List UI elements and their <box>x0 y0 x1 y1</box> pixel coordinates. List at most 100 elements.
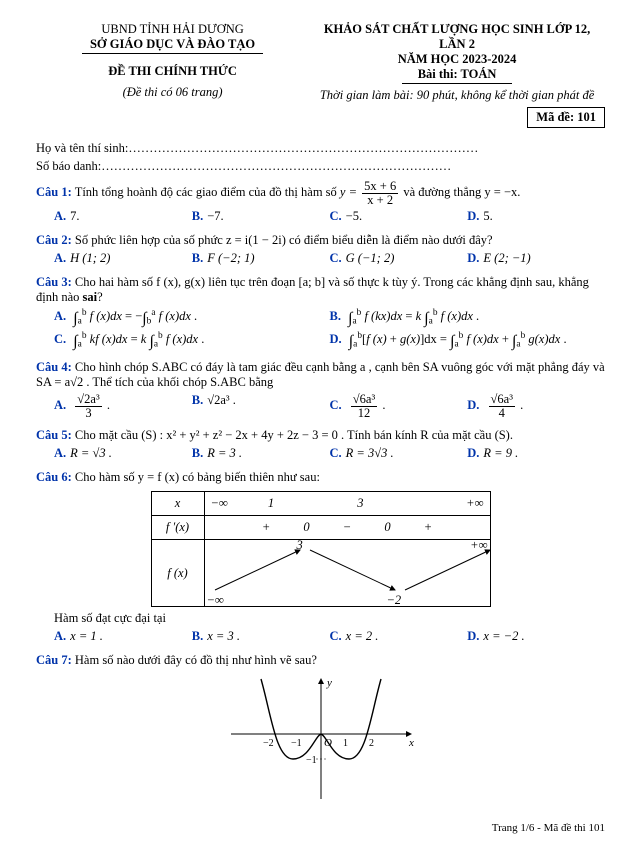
q1-opts: A.7. B.−7. C.−5. D.5. <box>36 209 605 227</box>
q6-B: x = 3 . <box>207 629 240 643</box>
axis-x-label: x <box>408 737 414 749</box>
header-left: UBND TỈNH HẢI DƯƠNG SỞ GIÁO DỤC VÀ ĐÀO T… <box>36 22 309 103</box>
q1-C: −5. <box>346 209 362 223</box>
vt-x-lbl: x <box>151 492 204 516</box>
vt-fp-4: + <box>424 520 432 534</box>
q2: Câu 2: Số phức liên hợp của số phức z = … <box>36 233 605 248</box>
q5-opts: A.R = √3 . B.R = 3 . C.R = 3√3 . D.R = 9… <box>36 446 605 464</box>
q6-text: Cho hàm số y = f (x) có bảng biến thiên … <box>75 470 320 484</box>
q4-B: √2a³ . <box>207 393 236 407</box>
q4: Câu 4: Cho hình chóp S.ABC có đáy là tam… <box>36 360 605 390</box>
de-thi-chinh-thuc: ĐỀ THI CHÍNH THỨC <box>36 64 309 79</box>
vt-x-1: 1 <box>268 496 274 510</box>
q1-frac-num: 5x + 6 <box>362 180 398 194</box>
so-trang: (Đề thi có 06 trang) <box>36 85 309 100</box>
axis-y-label: y <box>326 677 332 689</box>
q1-frac-den: x + 2 <box>362 194 398 207</box>
q3-sai: sai <box>83 290 98 304</box>
variation-table: x −∞ 1 3 +∞ f ′(x) + 0 − 0 + f (x) <box>151 491 491 607</box>
q1-yeq: y = <box>340 185 360 199</box>
q6-D: x = −2 . <box>483 629 524 643</box>
q1-B: −7. <box>207 209 223 223</box>
vt-x-2: 3 <box>357 496 363 510</box>
vt-x-0: −∞ <box>211 496 228 511</box>
svg-text:−1: −1 <box>306 755 317 766</box>
q3-text: Cho hai hàm số f (x), g(x) liên tục trên… <box>36 275 589 304</box>
q2-A: H (1; 2) <box>70 251 110 265</box>
q3-label: Câu 3: <box>36 275 72 289</box>
q3-opts: A. ∫ab f (x)dx = −∫ba f (x)dx . B. ∫ab f… <box>36 308 605 354</box>
vt-f-top-right: +∞ <box>470 538 487 553</box>
vt-fp-0: + <box>262 520 270 534</box>
ma-de-box: Mã đề: 101 <box>527 107 605 128</box>
q6-A: x = 1 . <box>70 629 103 643</box>
q3: Câu 3: Cho hai hàm số f (x), g(x) liên t… <box>36 275 605 305</box>
q4-C-num: √6a³ <box>351 393 377 407</box>
q4-D-den: 4 <box>489 407 515 420</box>
ubnd: UBND TỈNH HẢI DƯƠNG <box>36 22 309 37</box>
q5-B: R = 3 . <box>207 446 242 460</box>
so-gd: SỞ GIÁO DỤC VÀ ĐÀO TẠO <box>82 37 263 54</box>
header: UBND TỈNH HẢI DƯƠNG SỞ GIÁO DỤC VÀ ĐÀO T… <box>36 22 605 103</box>
q5-C: R = 3√3 . <box>346 446 394 460</box>
vt-fp-3: 0 <box>384 520 390 534</box>
vt-f-bot-left: −∞ <box>207 593 224 608</box>
vt-fp-lbl: f ′(x) <box>151 516 204 540</box>
q6-C: x = 2 . <box>346 629 379 643</box>
q2-C: G (−1; 2) <box>346 251 395 265</box>
q7-graph: x y O −2 −1 1 2 −1 <box>36 674 605 808</box>
vt-f-bot-right: −2 <box>387 593 402 608</box>
q1: Câu 1: Tính tổng hoành độ các giao điểm … <box>36 180 605 206</box>
q2-label: Câu 2: <box>36 233 72 247</box>
vt-f-lbl: f (x) <box>151 540 204 607</box>
svg-text:1: 1 <box>343 738 348 749</box>
q6-opts: A.x = 1 . B.x = 3 . C.x = 2 . D.x = −2 . <box>36 629 605 647</box>
q1-label: Câu 1: <box>36 185 72 199</box>
q6-label: Câu 6: <box>36 470 72 484</box>
q4-label: Câu 4: <box>36 360 72 374</box>
khao-sat-title: KHẢO SÁT CHẤT LƯỢNG HỌC SINH LỚP 12, LẦN… <box>309 22 605 52</box>
vt-fp-2: − <box>343 520 351 534</box>
page-footer: Trang 1/6 - Mã đề thi 101 <box>36 822 605 834</box>
q5-label: Câu 5: <box>36 428 72 442</box>
q2-text: Số phức liên hợp của số phức z = i(1 − 2… <box>75 233 493 247</box>
q4-D-num: √6a³ <box>489 393 515 407</box>
q4-A-den: 3 <box>75 407 101 420</box>
q2-D: E (2; −1) <box>483 251 530 265</box>
q5: Câu 5: Cho mặt cầu (S) : x² + y² + z² − … <box>36 428 605 443</box>
graph-icon: x y O −2 −1 1 2 −1 <box>221 674 421 804</box>
sbd-line: Số báo danh: <box>36 159 605 174</box>
sbd-label: Số báo danh: <box>36 159 101 173</box>
q3-qmark: ? <box>97 290 103 304</box>
q4-text: Cho hình chóp S.ABC có đáy là tam giác đ… <box>36 360 605 389</box>
thoi-gian: Thời gian làm bài: 90 phút, không kể thờ… <box>309 88 605 103</box>
q1-A: 7. <box>70 209 79 223</box>
variation-arrows-icon <box>205 540 495 598</box>
ho-ten-line: Họ và tên thí sinh: <box>36 141 605 156</box>
q1-D: 5. <box>483 209 492 223</box>
q6-post: Hàm số đạt cực đại tại <box>54 611 605 626</box>
exam-page: UBND TỈNH HẢI DƯƠNG SỞ GIÁO DỤC VÀ ĐÀO T… <box>0 0 641 844</box>
q5-text: Cho mặt cầu (S) : x² + y² + z² − 2x + 4y… <box>75 428 513 442</box>
q4-opts: A. √2a³3 . B.√2a³ . C. √6a³12 . D. √6a³4… <box>36 393 605 422</box>
header-right: KHẢO SÁT CHẤT LƯỢNG HỌC SINH LỚP 12, LẦN… <box>309 22 605 103</box>
svg-text:−1: −1 <box>291 738 302 749</box>
q5-A: R = √3 . <box>70 446 112 460</box>
q7: Câu 7: Hàm số nào dưới đây có đồ thị như… <box>36 653 605 668</box>
q7-text: Hàm số nào dưới đây có đồ thị như hình v… <box>75 653 317 667</box>
q5-D: R = 9 . <box>483 446 518 460</box>
svg-text:2: 2 <box>369 738 374 749</box>
q4-A-num: √2a³ <box>75 393 101 407</box>
q6: Câu 6: Cho hàm số y = f (x) có bảng biến… <box>36 470 605 485</box>
nam-hoc: NĂM HỌC 2023-2024 <box>309 52 605 67</box>
svg-text:−2: −2 <box>263 738 274 749</box>
q4-C-den: 12 <box>351 407 377 420</box>
q2-opts: A.H (1; 2) B.F (−2; 1) C.G (−1; 2) D.E (… <box>36 251 605 269</box>
bai-thi: Bài thi: TOÁN <box>402 67 513 84</box>
vt-x-3: +∞ <box>466 496 483 511</box>
q1-text-b: và đường thẳng y = −x. <box>403 185 520 199</box>
vt-f-top-left: 3 <box>297 538 303 553</box>
q1-text-a: Tính tổng hoành độ các giao điểm của đồ … <box>75 185 340 199</box>
q7-label: Câu 7: <box>36 653 72 667</box>
q1-frac: 5x + 6 x + 2 <box>362 180 398 206</box>
